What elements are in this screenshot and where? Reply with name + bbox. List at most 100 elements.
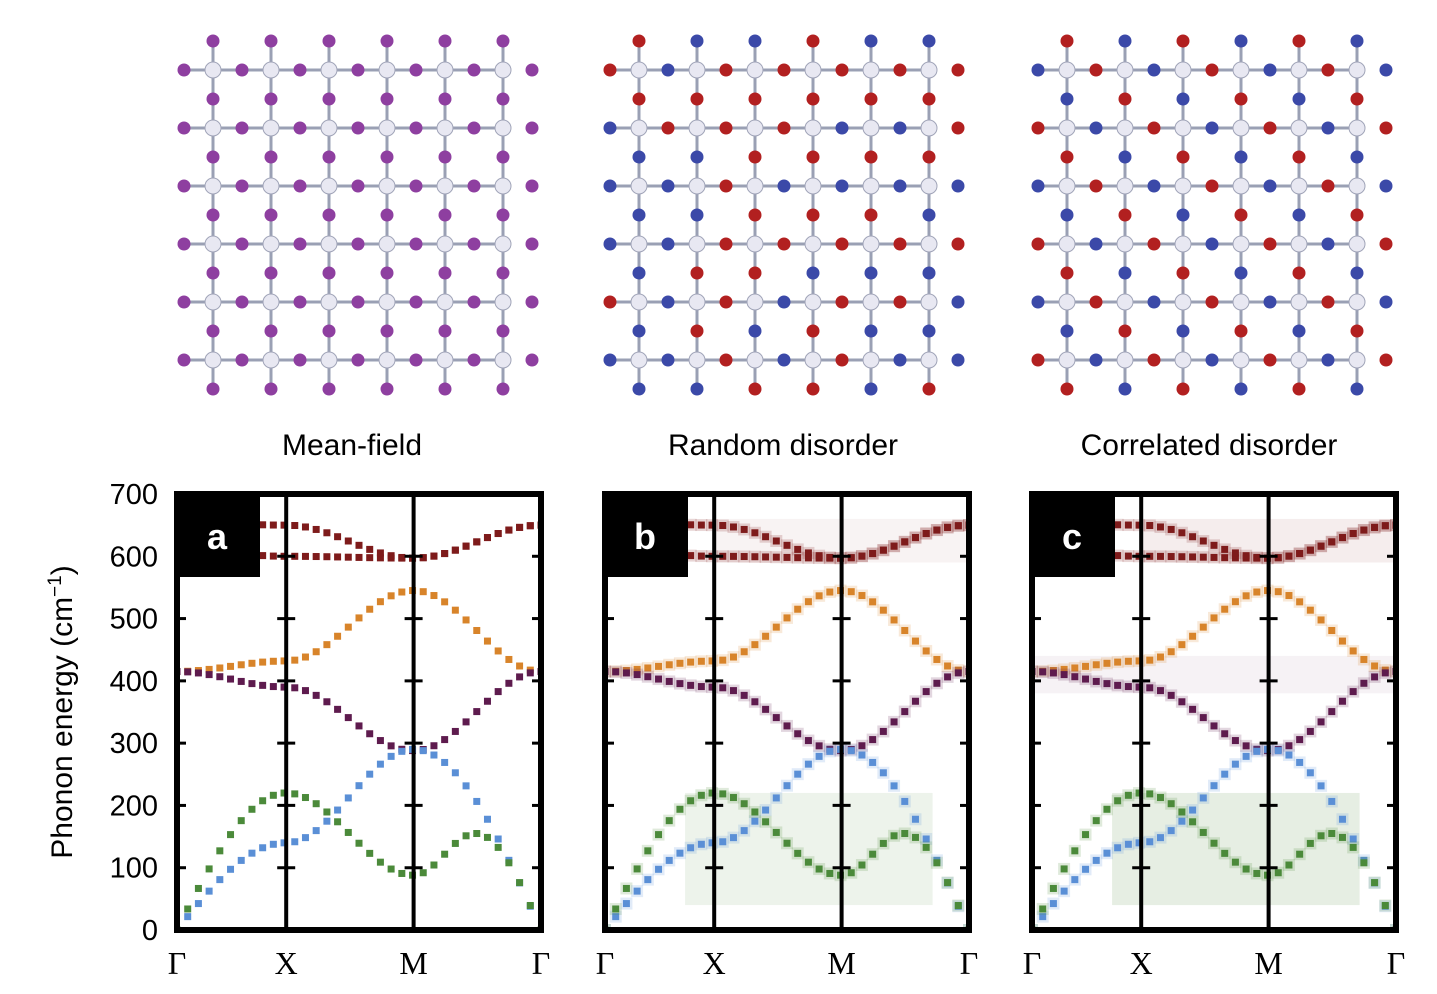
data-point (1317, 782, 1325, 790)
ligand-atom (1292, 382, 1306, 396)
data-point (441, 598, 449, 606)
ligand-atom (1147, 353, 1161, 367)
data-point (1285, 552, 1293, 560)
plot-panel-c: c Γ X M Γ (1023, 491, 1405, 981)
data-point (269, 791, 277, 799)
metal-atom (378, 177, 396, 195)
data-point (879, 839, 887, 847)
metal-atom (804, 61, 822, 79)
data-point (655, 865, 663, 873)
data-point (1317, 542, 1325, 550)
data-point (1189, 705, 1197, 713)
ligand-atom (264, 324, 278, 338)
data-point (751, 808, 759, 816)
data-point (451, 727, 459, 735)
ligand-atom (1176, 150, 1190, 164)
data-point (1039, 913, 1047, 921)
data-point (783, 541, 791, 549)
metal-atom (1232, 119, 1250, 137)
data-point (1274, 554, 1282, 562)
data-point (772, 623, 780, 631)
ligand-atom (835, 295, 849, 309)
metal-atom (630, 119, 648, 137)
data-point (1167, 525, 1175, 533)
panel-title-mean-field: Mean-field (282, 429, 422, 462)
ligand-atom (719, 121, 733, 135)
data-point (676, 680, 684, 688)
ligand-atom (835, 179, 849, 193)
ligand-atom (632, 34, 646, 48)
y-tick-label: 300 (110, 728, 158, 760)
metal-atom (1232, 61, 1250, 79)
data-point (1189, 806, 1197, 814)
ligand-atom (1031, 63, 1045, 77)
data-point (922, 647, 930, 655)
ligand-atom (777, 63, 791, 77)
data-point (205, 665, 213, 673)
data-point (430, 552, 438, 560)
data-point (227, 865, 235, 873)
ligand-atom (864, 266, 878, 280)
metal-atom (804, 119, 822, 137)
data-point (194, 900, 202, 908)
ligand-atom (748, 324, 762, 338)
plot-area (177, 518, 541, 930)
data-point (783, 614, 791, 622)
ligand-atom (438, 324, 452, 338)
data-point (826, 869, 834, 877)
data-point (1135, 789, 1143, 797)
data-point (334, 553, 342, 561)
metal-atom (320, 61, 338, 79)
data-point (1146, 656, 1154, 664)
ligand-atom (748, 92, 762, 106)
ligand-atom (467, 121, 481, 135)
ligand-atom (1379, 63, 1393, 77)
metal-atom (1232, 351, 1250, 369)
metal-atom (204, 119, 222, 137)
ligand-atom (1263, 353, 1277, 367)
data-point (355, 722, 363, 730)
data-point (1306, 839, 1314, 847)
ligand-atom (777, 295, 791, 309)
ligand-atom (922, 382, 936, 396)
data-point (1199, 794, 1207, 802)
ligand-atom (748, 34, 762, 48)
ligand-atom (893, 353, 907, 367)
data-point (1349, 843, 1357, 851)
metal-atom (1058, 177, 1076, 195)
data-point (1114, 681, 1122, 689)
data-point (933, 859, 941, 867)
data-point (205, 887, 213, 895)
data-point (869, 550, 877, 558)
ligand-atom (1205, 353, 1219, 367)
ligand-atom (235, 63, 249, 77)
ligand-atom (603, 63, 617, 77)
ligand-atom (351, 353, 365, 367)
metal-atom (1348, 235, 1366, 253)
data-point (1114, 552, 1122, 560)
data-point (1199, 553, 1207, 561)
metal-atom (378, 235, 396, 253)
ligand-atom (603, 295, 617, 309)
metal-atom (804, 293, 822, 311)
ligand-atom (177, 179, 191, 193)
y-tick-label: 500 (110, 604, 158, 636)
data-point (451, 606, 459, 614)
ligand-atom (603, 179, 617, 193)
metal-atom (920, 61, 938, 79)
x-tick-label: Γ (1023, 945, 1042, 981)
ligand-atom (235, 237, 249, 251)
ligand-atom (322, 150, 336, 164)
data-point (697, 840, 705, 848)
data-point (291, 656, 299, 664)
data-point (1317, 832, 1325, 840)
data-point (1135, 683, 1143, 691)
metal-atom (746, 351, 764, 369)
data-point (729, 523, 737, 531)
ligand-atom (922, 208, 936, 222)
ligand-atom (1031, 237, 1045, 251)
metal-atom (1058, 235, 1076, 253)
data-point (301, 794, 309, 802)
ligand-atom (748, 266, 762, 280)
data-point (334, 806, 342, 814)
